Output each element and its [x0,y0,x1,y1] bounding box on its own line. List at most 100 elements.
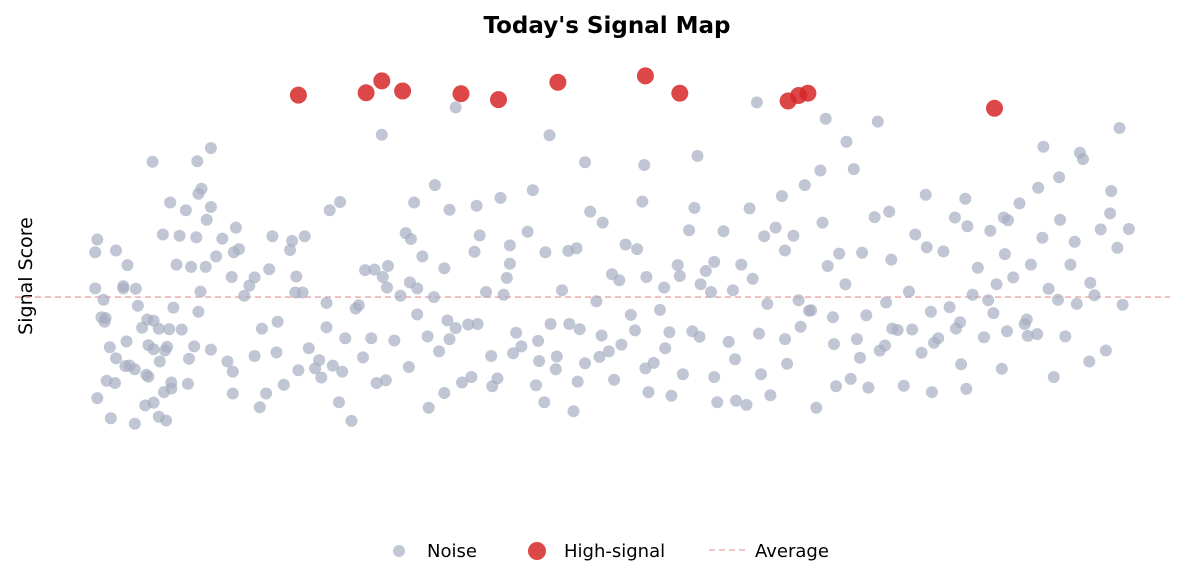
noise-point [229,221,242,234]
high-signal-point [671,84,689,102]
noise-point [987,307,1000,320]
high-signal-point [986,99,1003,117]
noise-point [526,184,539,197]
noise-point [359,264,372,277]
noise-point [606,268,618,281]
noise-point [787,229,800,242]
noise-point [1021,329,1034,342]
noise-point [1036,231,1049,244]
noise-point [959,192,972,205]
noise-point [142,339,155,352]
noise-point [266,230,279,243]
noise-point [735,258,748,271]
noise-point [549,363,562,376]
noise-point [411,308,424,321]
noise-point [814,164,827,177]
noise-point [810,401,823,414]
noise-point [427,291,440,304]
noise-point [595,329,608,342]
noise-point [543,129,556,142]
noise-point [886,322,899,335]
noise-point [255,322,268,335]
noise-point [971,261,984,274]
noise-point [263,263,276,276]
noise-point [480,286,492,298]
noise-point [819,112,832,125]
noise-point [204,142,217,155]
high-signal-point [373,72,391,90]
noise-point [462,318,475,331]
noise-point [538,396,551,409]
noise-point [711,396,724,409]
noise-point [298,230,311,243]
noise-point [199,260,212,273]
noise-point [567,405,580,418]
high-signal-point [549,73,567,91]
noise-point [998,248,1011,261]
noise-point [438,262,451,275]
noise-point [100,374,113,387]
noise-point [183,352,195,365]
noise-point [167,301,180,314]
legend-high-signal-marker [528,542,546,560]
noise-point [443,203,456,216]
noise-point [375,128,388,141]
noise-point [471,318,484,330]
noise-point [544,318,557,330]
noise-point [486,380,499,393]
noise-point [161,340,174,353]
noise-point [146,155,159,168]
noise-point [928,336,940,349]
noise-point [803,304,815,317]
noise-point [1052,293,1064,306]
noise-point [694,278,707,291]
noise-point [636,195,649,208]
high-signal-series [289,67,1003,117]
noise-point [1073,146,1086,159]
noise-point [1047,371,1060,383]
noise-point [226,387,239,400]
noise-point [1122,223,1135,235]
noise-point [686,325,699,338]
noise-point [404,233,417,245]
noise-point [1104,207,1117,220]
legend-average-label: Average [755,541,829,562]
noise-point [984,224,997,237]
noise-point [740,398,753,411]
chart-title: Today's Signal Map [483,13,730,39]
noise-point [141,313,154,326]
noise-point [573,323,586,336]
noise-point [868,211,881,224]
noise-point [1088,289,1101,302]
noise-point [590,295,603,308]
noise-point [403,276,416,289]
noise-point [830,380,843,393]
noise-point [221,355,234,368]
noise-point [238,289,251,302]
noise-point [1054,213,1067,226]
noise-point [828,338,840,351]
noise-point [530,379,542,392]
noise-point [225,271,238,283]
noise-point [794,320,807,333]
noise-point [320,297,333,309]
high-signal-point [452,85,470,103]
noise-point [345,414,358,427]
noise-point [924,305,937,318]
noise-point [903,285,915,298]
noise-point [779,333,791,346]
noise-point [1053,171,1066,184]
noise-point [503,239,516,252]
noise-point [117,280,130,293]
noise-point [1024,258,1037,271]
noise-point [326,359,339,372]
noise-point [210,250,223,263]
noise-point [179,204,192,217]
noise-point [140,368,153,381]
noise-point [277,378,290,391]
high-signal-point [394,82,412,100]
noise-point [91,392,104,405]
noise-point [416,250,429,263]
noise-point [1116,298,1129,311]
